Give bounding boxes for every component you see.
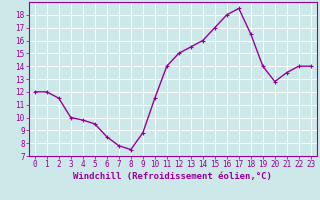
- X-axis label: Windchill (Refroidissement éolien,°C): Windchill (Refroidissement éolien,°C): [73, 172, 272, 181]
